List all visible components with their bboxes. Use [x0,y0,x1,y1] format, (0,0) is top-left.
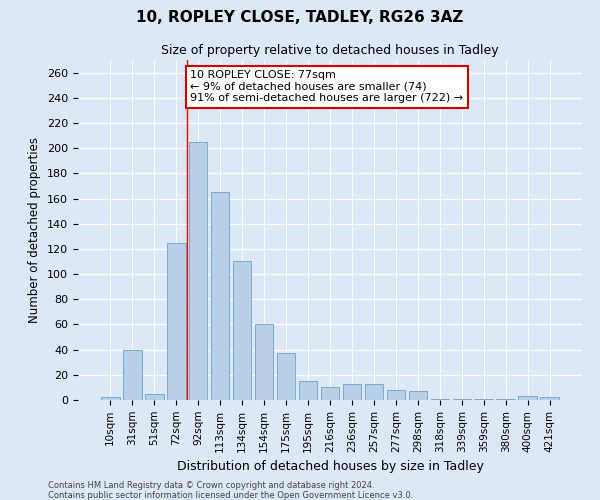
Bar [233,262,251,400]
Bar [496,398,515,400]
Bar [123,350,142,400]
Bar [431,398,449,400]
Text: Contains HM Land Registry data © Crown copyright and database right 2024.: Contains HM Land Registry data © Crown c… [48,480,374,490]
Y-axis label: Number of detached properties: Number of detached properties [28,137,41,323]
Bar [475,398,493,400]
Bar [277,354,295,400]
Text: 10, ROPLEY CLOSE, TADLEY, RG26 3AZ: 10, ROPLEY CLOSE, TADLEY, RG26 3AZ [136,10,464,25]
Bar [409,391,427,400]
X-axis label: Distribution of detached houses by size in Tadley: Distribution of detached houses by size … [176,460,484,473]
Bar [189,142,208,400]
Bar [365,384,383,400]
Bar [541,398,559,400]
Bar [101,398,119,400]
Bar [518,396,537,400]
Text: Contains public sector information licensed under the Open Government Licence v3: Contains public sector information licen… [48,490,413,500]
Bar [452,398,471,400]
Text: 10 ROPLEY CLOSE: 77sqm
← 9% of detached houses are smaller (74)
91% of semi-deta: 10 ROPLEY CLOSE: 77sqm ← 9% of detached … [190,70,464,103]
Bar [343,384,361,400]
Bar [255,324,274,400]
Bar [167,242,185,400]
Bar [211,192,229,400]
Bar [320,388,340,400]
Bar [145,394,164,400]
Bar [386,390,405,400]
Bar [299,381,317,400]
Title: Size of property relative to detached houses in Tadley: Size of property relative to detached ho… [161,44,499,58]
